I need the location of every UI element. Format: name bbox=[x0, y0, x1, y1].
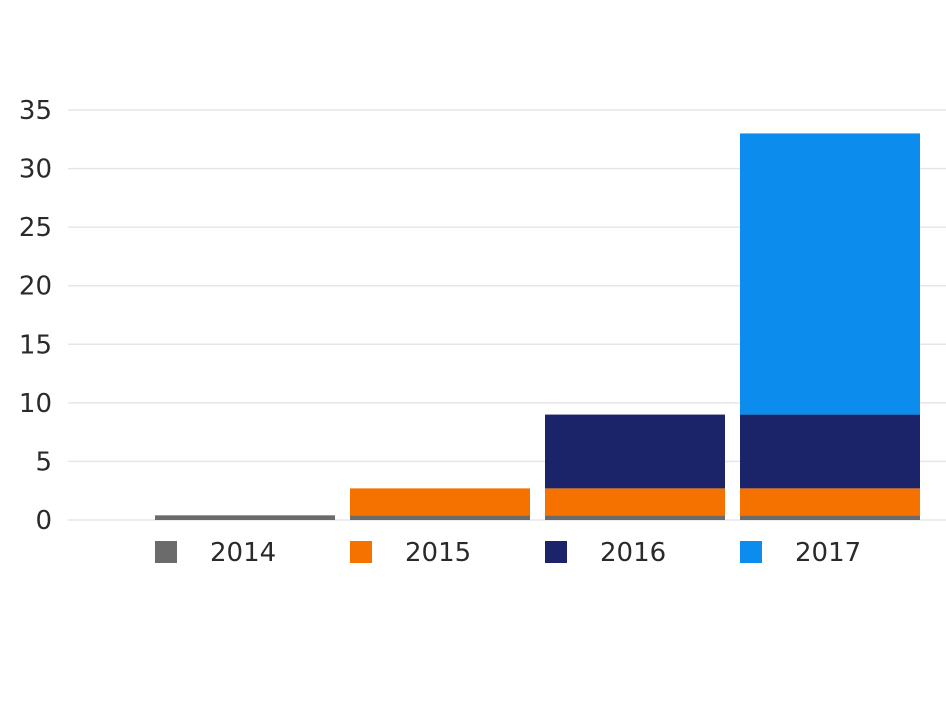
gridlines bbox=[68, 109, 946, 521]
y-tick-label: 30 bbox=[19, 155, 52, 185]
y-tick-label: 0 bbox=[35, 506, 52, 536]
bar-2017-segment-2016 bbox=[740, 414, 920, 489]
y-tick-label: 15 bbox=[19, 330, 52, 360]
bar-2017-segment-2017 bbox=[740, 133, 920, 415]
legend-label-2016: 2016 bbox=[600, 538, 666, 568]
legend-swatch-2017 bbox=[740, 541, 762, 563]
bar-2016-segment-2015 bbox=[545, 488, 725, 516]
legend-swatch-2015 bbox=[350, 541, 372, 563]
bars bbox=[155, 133, 920, 520]
bar-2017-segment-2015 bbox=[740, 488, 920, 516]
bar-2016-segment-2016 bbox=[545, 414, 725, 489]
bar-2017-segment-2014 bbox=[740, 515, 920, 520]
y-tick-label: 10 bbox=[19, 389, 52, 419]
legend-swatch-2016 bbox=[545, 541, 567, 563]
y-axis-ticks: 0 5 10 15 20 25 30 35 bbox=[19, 96, 52, 536]
bar-2014-segment-2014 bbox=[155, 515, 335, 520]
bar-2016-segment-2014 bbox=[545, 515, 725, 520]
bar-2015-segment-2014 bbox=[350, 515, 530, 520]
legend-label-2014: 2014 bbox=[210, 538, 276, 568]
legend-label-2017: 2017 bbox=[795, 538, 861, 568]
y-tick-label: 20 bbox=[19, 272, 52, 302]
y-tick-label: 35 bbox=[19, 96, 52, 126]
bar-2015-segment-2015 bbox=[350, 488, 530, 516]
y-tick-label: 25 bbox=[19, 213, 52, 243]
legend-swatch-2014 bbox=[155, 541, 177, 563]
legend-label-2015: 2015 bbox=[405, 538, 471, 568]
y-tick-label: 5 bbox=[35, 447, 52, 477]
legend: 2014 2015 2016 2017 bbox=[155, 538, 861, 568]
